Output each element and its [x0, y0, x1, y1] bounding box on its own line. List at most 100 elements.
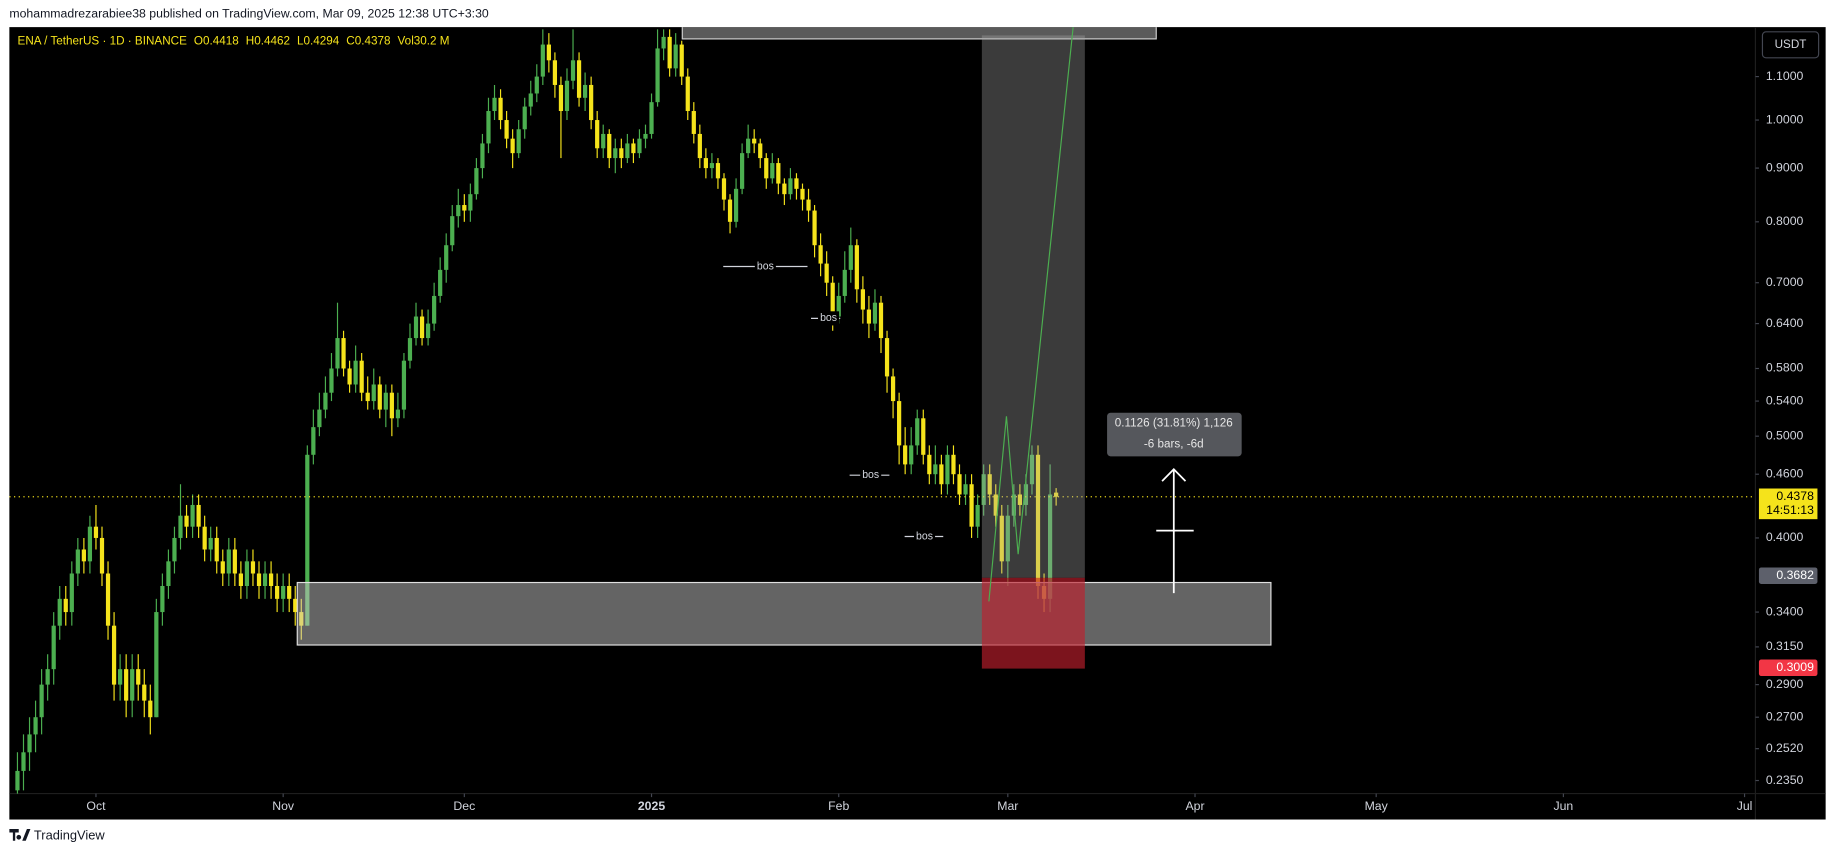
- candle-body: [552, 60, 558, 85]
- bos-label: bos: [820, 312, 837, 324]
- candle-body: [939, 464, 944, 485]
- candle-body: [643, 133, 648, 139]
- candle-body: [425, 323, 431, 339]
- candle-body: [63, 598, 68, 613]
- candle-body: [196, 504, 201, 527]
- x-tick-label: Mar: [997, 799, 1018, 813]
- footer-brand: TradingView: [34, 827, 105, 842]
- candle-body: [99, 537, 105, 574]
- x-tick-label: Jul: [1737, 799, 1753, 813]
- bos-label-bg: [913, 529, 936, 544]
- candle-body: [335, 338, 340, 369]
- candle-body: [715, 163, 721, 179]
- bos-label-bg: [860, 468, 882, 483]
- candle-body: [576, 60, 582, 98]
- candle-body: [540, 44, 545, 77]
- candle-body: [812, 210, 817, 246]
- candle-body: [33, 717, 38, 735]
- x-tick-label: Apr: [1185, 799, 1204, 813]
- candle-body: [118, 669, 123, 685]
- candle-body: [927, 454, 932, 475]
- candle-body: [15, 770, 20, 791]
- candle-body: [957, 474, 962, 495]
- candle-body: [528, 93, 533, 107]
- y-tick-label: 0.5800: [1766, 361, 1804, 375]
- candle-body: [130, 669, 135, 701]
- candle-body: [87, 526, 93, 562]
- last-price-label: 0.4378: [1776, 489, 1814, 503]
- candle-body: [595, 120, 600, 149]
- y-tick-label: 0.6400: [1766, 316, 1804, 330]
- bos-label-bg: [818, 311, 840, 326]
- candle-body: [462, 205, 467, 211]
- candle-body: [999, 515, 1004, 562]
- logo-icon: [9, 828, 31, 841]
- candle-body: [468, 194, 473, 211]
- position-stop: [981, 577, 1085, 669]
- candle-body: [220, 561, 225, 574]
- publish-header: mohammadrezarabiee38 published on Tradin…: [9, 6, 489, 20]
- bos-label: bos: [757, 260, 774, 272]
- bos-label: bos: [862, 469, 879, 481]
- candle-body: [993, 494, 998, 516]
- candle-body: [69, 573, 74, 613]
- candle-body: [389, 392, 394, 419]
- candle-body: [607, 133, 612, 159]
- y-tick-label: 0.8000: [1766, 214, 1804, 228]
- candle-body: [347, 368, 352, 385]
- candle-body: [1017, 494, 1023, 505]
- candle-body: [293, 598, 298, 613]
- candle-body: [226, 549, 231, 574]
- currency-button[interactable]: [1761, 31, 1820, 59]
- measure-label: 0.1126 (31.81%) 1,126: [1115, 416, 1234, 429]
- y-tick-label: 0.5400: [1766, 393, 1804, 407]
- candle-body: [854, 245, 859, 290]
- candle-body: [589, 84, 594, 121]
- low-label: L0.4294: [297, 34, 340, 47]
- candle-body: [897, 401, 902, 446]
- candle-body: [93, 526, 99, 538]
- measure-label: -6 bars, -6d: [1144, 438, 1204, 451]
- candle-body: [413, 316, 419, 339]
- candle-body: [208, 537, 213, 550]
- candle-body: [371, 384, 376, 402]
- y-tick-label: 0.2350: [1766, 773, 1804, 787]
- high-label: H0.4462: [246, 34, 290, 47]
- candle-body: [649, 102, 654, 134]
- candle-body: [281, 585, 286, 599]
- candle-body: [136, 669, 141, 685]
- y-tick-label: 0.3400: [1766, 604, 1804, 618]
- y-tick-label: 0.4600: [1766, 466, 1804, 480]
- candle-body: [365, 392, 370, 402]
- bos-label: bos: [916, 530, 933, 542]
- candle-body: [987, 474, 992, 495]
- candle-body: [975, 504, 980, 527]
- candle-body: [498, 97, 503, 121]
- candle-body: [878, 302, 884, 339]
- candle-body: [679, 44, 684, 77]
- candle-body: [160, 585, 165, 613]
- symbol: ENA / TetherUS · 1D · BINANCE: [18, 34, 188, 47]
- candle-body: [172, 537, 177, 562]
- candle-body: [238, 573, 243, 586]
- candle-body: [951, 454, 956, 475]
- projection-line: [988, 27, 1074, 602]
- candle-body: [601, 133, 606, 149]
- y-tick-label: 0.2700: [1766, 709, 1804, 723]
- countdown-label: 14:51:13: [1766, 503, 1814, 517]
- candle-body: [709, 163, 715, 169]
- candle-body: [105, 573, 111, 626]
- currency-label[interactable]: USDT: [1775, 38, 1807, 51]
- candle-body: [558, 84, 564, 112]
- candle-body: [438, 269, 443, 296]
- candle-body: [836, 295, 841, 317]
- candle-body: [963, 484, 968, 495]
- y-tick-label: 0.5000: [1766, 428, 1804, 442]
- candle-body: [697, 133, 702, 159]
- candle-body: [903, 445, 908, 465]
- supply-zone: [681, 27, 1157, 40]
- candle-body: [848, 245, 853, 270]
- candle-body: [830, 282, 835, 317]
